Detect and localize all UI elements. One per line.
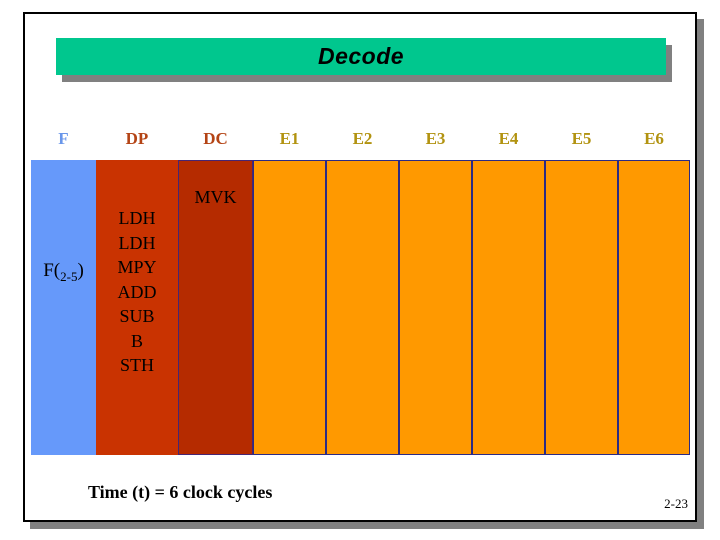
execute-column-e6 [618,160,690,455]
stage-header-dp: DP [125,129,149,148]
execute-column-e3 [399,160,472,455]
execute-column-e5 [545,160,618,455]
execute-column-e2 [326,160,399,455]
execute-column-e1 [253,160,326,455]
slide-title-banner: Decode [56,38,666,75]
dc-column: MVK [178,160,253,455]
dp-instruction: LDH [118,232,156,253]
fetch-label-prefix: F( [43,260,61,281]
fetch-column: F(2-5) [31,160,96,455]
stage-header-e1: E1 [279,129,300,148]
time-caption: Time (t) = 6 clock cycles [88,482,273,502]
slide-title: Decode [317,43,405,69]
dp-instruction: B [130,330,143,351]
stage-header-e6: E6 [644,129,664,148]
stage-header-dc: DC [203,129,228,148]
dc-instruction: MVK [194,187,237,207]
execute-column-e4 [472,160,545,455]
dp-instruction: MPY [117,257,157,277]
dp-instruction: ADD [117,281,157,302]
dp-instruction: STH [119,355,154,375]
stage-header-f: F [58,129,69,148]
stage-header-e4: E4 [498,129,519,148]
dp-instruction: LDH [118,208,156,228]
dp-instruction: SUB [119,306,155,326]
stage-header-e5: E5 [571,129,592,148]
fetch-label-subscript: 2-5 [60,268,78,284]
dp-column: LDH LDH MPY ADD SUB B STH [96,160,178,455]
fetch-label-suffix: ) [77,260,84,281]
fetch-label: F(2-5) [31,260,96,285]
stage-header-e3: E3 [425,129,446,148]
page-number: 2-23 [664,496,688,511]
stage-header-e2: E2 [352,129,373,148]
dp-instruction-list: LDH LDH MPY ADD SUB B STH [96,206,178,378]
